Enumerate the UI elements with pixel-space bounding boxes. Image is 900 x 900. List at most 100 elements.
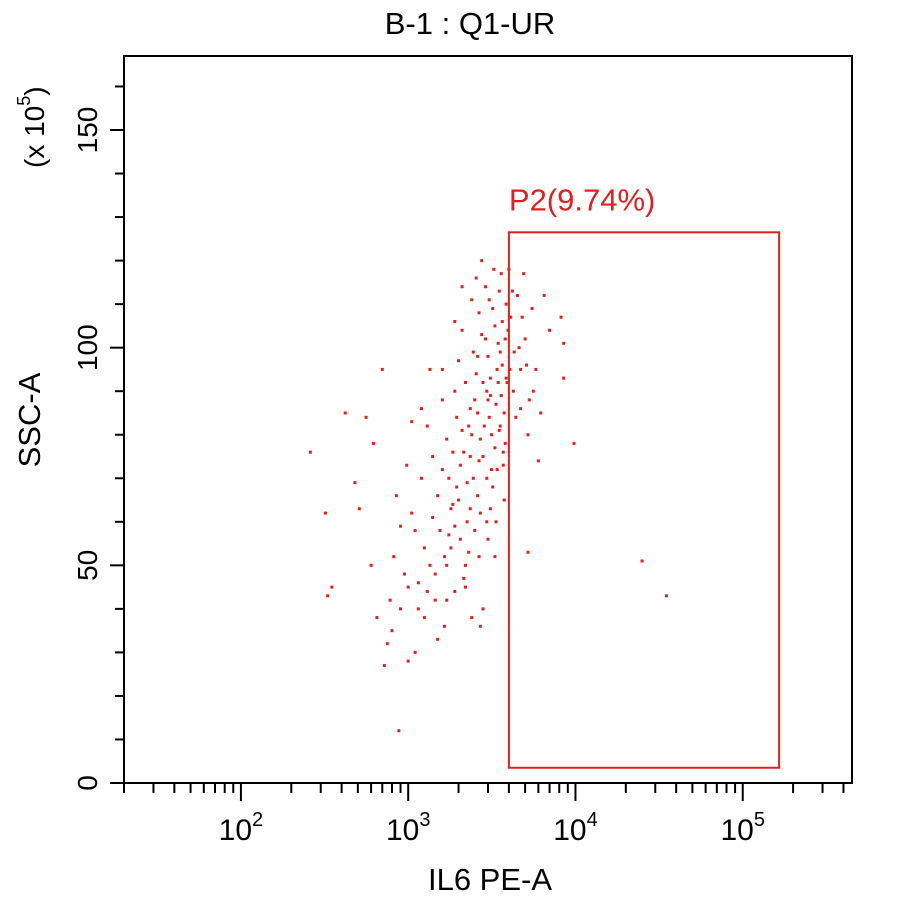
data-point bbox=[330, 585, 334, 589]
data-point bbox=[517, 346, 521, 350]
data-point bbox=[476, 411, 480, 415]
data-point bbox=[481, 455, 485, 459]
data-point bbox=[487, 415, 491, 419]
data-point bbox=[460, 428, 464, 432]
data-point bbox=[501, 450, 505, 454]
data-point bbox=[484, 337, 488, 341]
y-tick-label: 150 bbox=[72, 107, 103, 154]
data-point bbox=[323, 511, 327, 515]
data-point bbox=[490, 433, 494, 437]
x-axis: 102 103 104 105 bbox=[123, 783, 845, 847]
data-point bbox=[471, 476, 475, 480]
data-point bbox=[326, 594, 330, 598]
data-point bbox=[406, 659, 410, 663]
data-point bbox=[425, 424, 429, 428]
data-point bbox=[498, 424, 502, 428]
data-point bbox=[463, 380, 467, 384]
data-point bbox=[539, 411, 543, 415]
data-point bbox=[504, 302, 508, 306]
data-point bbox=[369, 563, 373, 567]
y-tick-label: 0 bbox=[72, 775, 103, 791]
data-point bbox=[308, 450, 312, 454]
data-point bbox=[499, 394, 503, 398]
data-point bbox=[445, 563, 449, 567]
data-point bbox=[487, 298, 491, 302]
data-point bbox=[494, 402, 498, 406]
data-point bbox=[470, 298, 474, 302]
data-point bbox=[486, 398, 490, 402]
data-point bbox=[470, 616, 474, 620]
data-point bbox=[501, 463, 505, 467]
data-point bbox=[476, 494, 480, 498]
data-point bbox=[490, 468, 494, 472]
data-point bbox=[453, 589, 457, 593]
data-point bbox=[504, 376, 508, 380]
data-point bbox=[492, 267, 496, 271]
data-point bbox=[455, 415, 459, 419]
x-tick-label: 105 bbox=[720, 809, 765, 847]
data-point bbox=[509, 315, 513, 319]
data-point bbox=[388, 598, 392, 602]
data-point bbox=[530, 306, 534, 310]
data-point bbox=[503, 337, 507, 341]
data-point bbox=[474, 276, 478, 280]
data-point bbox=[413, 529, 417, 533]
data-point bbox=[422, 616, 426, 620]
data-point bbox=[473, 529, 477, 533]
data-point bbox=[416, 581, 420, 585]
data-point bbox=[465, 481, 469, 485]
data-point bbox=[495, 468, 499, 472]
data-point bbox=[460, 285, 464, 289]
data-point bbox=[519, 367, 523, 371]
data-point bbox=[436, 637, 440, 641]
data-point bbox=[458, 463, 462, 467]
data-point bbox=[392, 555, 396, 559]
data-point bbox=[467, 550, 471, 554]
data-point bbox=[484, 285, 488, 289]
data-point bbox=[416, 607, 420, 611]
x-axis-label: IL6 PE-A bbox=[428, 862, 552, 897]
data-point bbox=[548, 328, 552, 332]
data-point bbox=[463, 563, 467, 567]
data-point bbox=[364, 415, 368, 419]
data-point bbox=[440, 367, 444, 371]
data-point bbox=[451, 502, 455, 506]
data-point bbox=[471, 350, 475, 354]
data-point bbox=[453, 524, 457, 528]
data-point bbox=[493, 324, 497, 328]
data-point bbox=[399, 607, 403, 611]
data-point bbox=[406, 585, 410, 589]
data-point bbox=[343, 411, 347, 415]
data-point bbox=[445, 437, 449, 441]
data-point bbox=[485, 520, 489, 524]
gate-p2-rectangle[interactable] bbox=[507, 231, 781, 769]
data-point bbox=[443, 624, 447, 628]
chart-title: B-1 : Q1-UR bbox=[385, 6, 556, 41]
data-point bbox=[478, 511, 482, 515]
data-point bbox=[419, 407, 423, 411]
data-point bbox=[534, 367, 538, 371]
y-tick-label: 50 bbox=[72, 550, 103, 581]
data-point bbox=[457, 359, 461, 363]
data-point bbox=[477, 459, 481, 463]
data-point bbox=[422, 546, 426, 550]
data-point bbox=[445, 598, 449, 602]
data-point bbox=[433, 598, 437, 602]
data-point bbox=[496, 380, 500, 384]
multiplier-base: (x 10 bbox=[19, 106, 50, 168]
data-point bbox=[497, 289, 501, 293]
data-point bbox=[468, 507, 472, 511]
data-point bbox=[481, 607, 485, 611]
data-point bbox=[640, 559, 644, 563]
data-point bbox=[498, 350, 502, 354]
multiplier-exponent: 5 bbox=[14, 96, 34, 106]
data-point bbox=[494, 520, 498, 524]
data-point bbox=[562, 376, 566, 380]
data-point bbox=[481, 380, 485, 384]
data-point bbox=[474, 372, 478, 376]
data-point bbox=[512, 350, 516, 354]
x-tick-label: 102 bbox=[219, 809, 264, 847]
data-point bbox=[527, 398, 531, 402]
data-point bbox=[493, 446, 497, 450]
data-point bbox=[447, 533, 451, 537]
